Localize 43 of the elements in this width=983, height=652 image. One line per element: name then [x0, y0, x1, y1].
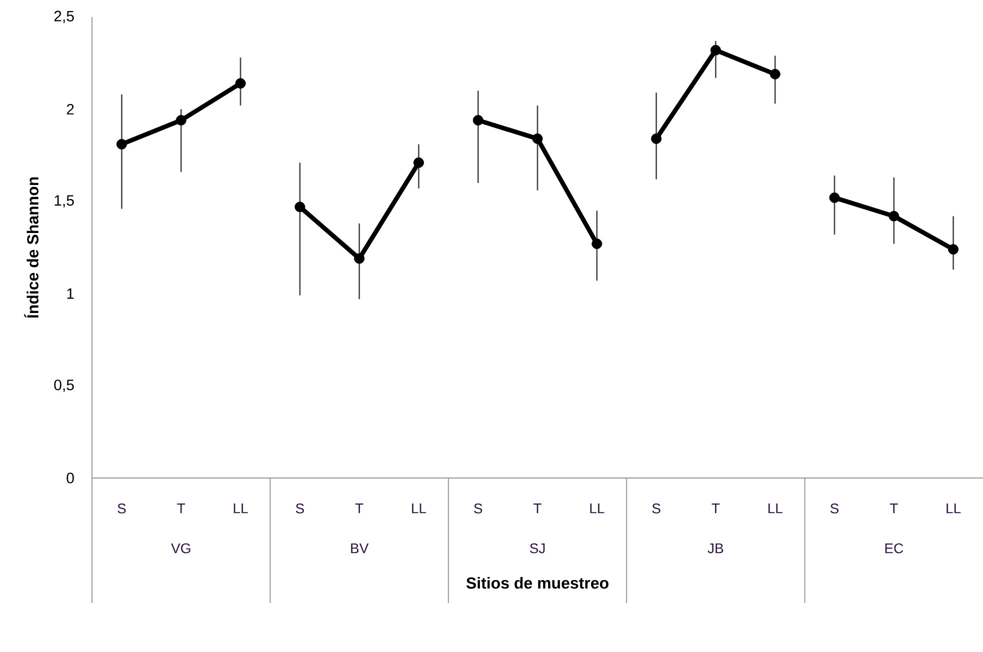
- y-tick-label: 2,5: [54, 10, 74, 24]
- x-tick-label: LL: [590, 504, 604, 514]
- x-tick-label: S: [118, 504, 126, 514]
- y-tick-label: 0: [66, 472, 74, 484]
- point: [888, 210, 900, 222]
- y-tick-label: 1,5: [54, 195, 74, 208]
- x-tick-label: LL: [412, 504, 426, 514]
- x-tick-label: T: [177, 504, 186, 514]
- x-axis-title: Sitios de muestreo: [466, 576, 608, 589]
- x-tick-label: T: [534, 504, 542, 514]
- point: [354, 253, 365, 264]
- x-tick-label: LL: [946, 504, 961, 514]
- point: [770, 68, 780, 80]
- text: BV: [351, 544, 369, 554]
- point: [472, 115, 484, 126]
- point: [413, 157, 424, 168]
- x-tick-label: T: [712, 504, 720, 514]
- point: [235, 78, 246, 89]
- text: SJ: [530, 543, 545, 554]
- text: VG: [171, 543, 190, 554]
- y-axis-title: Índice de Shannon: [24, 177, 38, 318]
- point: [116, 138, 127, 150]
- point: [651, 133, 662, 144]
- x-tick-label: S: [830, 504, 839, 514]
- point: [948, 244, 959, 255]
- point: [829, 192, 840, 203]
- point: [176, 115, 186, 126]
- y-tick-label: 2: [66, 104, 74, 114]
- x-tick-label: S: [474, 504, 482, 514]
- y-tick-label: 0,5: [54, 380, 74, 392]
- point: [532, 133, 543, 144]
- text: JB: [708, 544, 724, 554]
- text: EC: [885, 543, 904, 554]
- x-tick-label: S: [296, 504, 304, 514]
- point: [710, 44, 721, 56]
- x-tick-label: T: [355, 504, 364, 514]
- x-tick-label: LL: [768, 504, 782, 514]
- point: [592, 238, 602, 250]
- y-tick-label: 1: [67, 288, 74, 299]
- x-tick-label: LL: [234, 504, 248, 514]
- x-tick-label: T: [890, 504, 898, 514]
- x-tick-label: S: [652, 504, 660, 514]
- point: [294, 202, 306, 212]
